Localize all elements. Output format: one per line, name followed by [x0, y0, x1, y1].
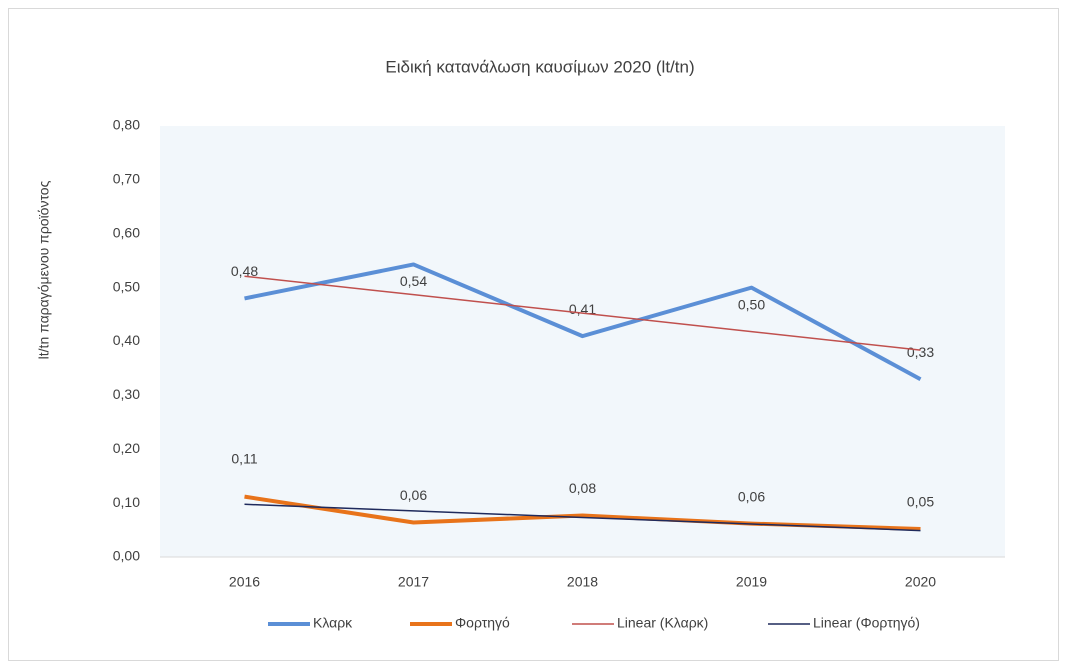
data-label: 0,08: [569, 480, 596, 496]
legend-label: Κλαρκ: [313, 615, 353, 631]
y-tick-label: 0,50: [113, 278, 140, 294]
y-tick-label: 0,30: [113, 386, 140, 402]
y-tick-label: 0,10: [113, 494, 140, 510]
x-tick-label: 2017: [398, 574, 429, 590]
y-tick-label: 0,20: [113, 440, 140, 456]
legend-label: Φορτηγό: [455, 615, 510, 631]
data-label: 0,05: [907, 494, 934, 510]
legend-label: Linear (Φορτηγό): [813, 615, 920, 631]
data-label: 0,06: [738, 488, 765, 504]
x-tick-label: 2016: [229, 574, 260, 590]
y-tick-label: 0,00: [113, 548, 140, 564]
plot-area: [160, 126, 1005, 557]
data-label: 0,48: [231, 263, 258, 279]
data-label: 0,06: [400, 487, 427, 503]
series-line: [244, 494, 921, 531]
x-tick-label: 2018: [567, 574, 598, 590]
y-tick-label: 0,40: [113, 332, 140, 348]
x-tick-label: 2020: [905, 574, 936, 590]
chart-title: Ειδική κατανάλωση καυσίμων 2020 (lt/tn): [385, 57, 694, 76]
data-label: 0,11: [231, 450, 257, 466]
x-tick-label: 2019: [736, 574, 767, 590]
data-label: 0,33: [907, 344, 934, 360]
series-line: [244, 275, 921, 351]
data-label: 0,54: [400, 273, 427, 289]
y-axis-label: lt/tn παραγόμενου προϊόντος: [36, 180, 52, 359]
y-tick-label: 0,80: [113, 117, 140, 133]
data-label: 0,50: [738, 296, 765, 312]
y-tick-label: 0,60: [113, 224, 140, 240]
series-line: [244, 262, 922, 381]
y-tick-label: 0,70: [113, 171, 140, 187]
legend-label: Linear (Κλαρκ): [617, 615, 708, 631]
series-line: [244, 503, 921, 532]
